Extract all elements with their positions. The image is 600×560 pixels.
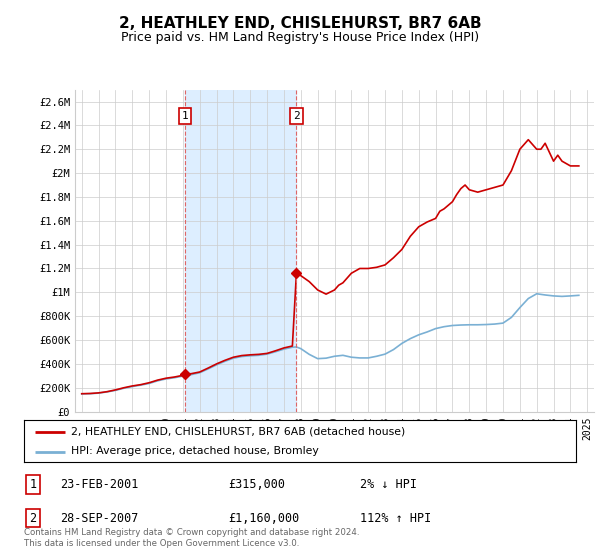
Text: £315,000: £315,000 bbox=[228, 478, 285, 491]
Bar bbox=[185, 90, 296, 412]
Text: 2: 2 bbox=[293, 111, 300, 121]
Text: 112% ↑ HPI: 112% ↑ HPI bbox=[360, 511, 431, 525]
Text: 1: 1 bbox=[29, 478, 37, 491]
Text: 2: 2 bbox=[29, 511, 37, 525]
Text: 2% ↓ HPI: 2% ↓ HPI bbox=[360, 478, 417, 491]
Text: HPI: Average price, detached house, Bromley: HPI: Average price, detached house, Brom… bbox=[71, 446, 319, 456]
Text: 1: 1 bbox=[182, 111, 188, 121]
Text: 28-SEP-2007: 28-SEP-2007 bbox=[60, 511, 139, 525]
Text: Contains HM Land Registry data © Crown copyright and database right 2024.
This d: Contains HM Land Registry data © Crown c… bbox=[24, 528, 359, 548]
Text: 2, HEATHLEY END, CHISLEHURST, BR7 6AB (detached house): 2, HEATHLEY END, CHISLEHURST, BR7 6AB (d… bbox=[71, 427, 405, 437]
Text: 2, HEATHLEY END, CHISLEHURST, BR7 6AB: 2, HEATHLEY END, CHISLEHURST, BR7 6AB bbox=[119, 16, 481, 31]
Text: Price paid vs. HM Land Registry's House Price Index (HPI): Price paid vs. HM Land Registry's House … bbox=[121, 31, 479, 44]
Text: 23-FEB-2001: 23-FEB-2001 bbox=[60, 478, 139, 491]
Text: £1,160,000: £1,160,000 bbox=[228, 511, 299, 525]
